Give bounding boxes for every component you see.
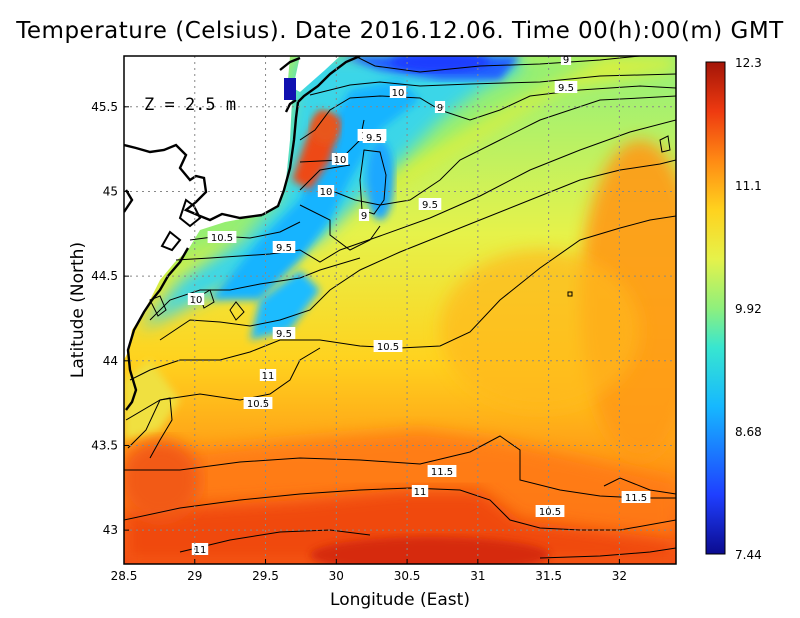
y-axis-ticks: 43 43.5 44 44.5 45 45.5 (91, 100, 129, 537)
x-tick-label: 30 (329, 569, 344, 583)
contour-label: 9.5 (422, 200, 438, 211)
contour-label: 10.5 (247, 399, 269, 410)
coastline (124, 56, 361, 411)
colorbar-ticks: 12.3 11.1 9.92 8.68 7.44 (735, 56, 762, 562)
contour-label: 10 (320, 187, 333, 198)
y-tick-label: 43.5 (91, 438, 118, 452)
colorbar-tick-label: 7.44 (735, 548, 762, 562)
y-tick-label: 45.5 (91, 100, 118, 114)
map-title: Temperature (Celsius). Date 2016.12.06. … (16, 18, 784, 44)
y-axis-label: Latitude (North) (68, 241, 88, 379)
contour-label-bg (411, 485, 429, 497)
river-mouth-marker (284, 78, 296, 100)
x-tick-label: 31.5 (535, 569, 562, 583)
grid-lines (124, 56, 676, 564)
y-tick-label: 44.5 (91, 269, 118, 283)
contour-label: 10.5 (377, 342, 399, 353)
contour-label-bg (331, 153, 349, 165)
colorbar-tick-label: 11.1 (735, 179, 762, 193)
contour-label-bg (207, 231, 237, 243)
colorbar (705, 61, 726, 555)
depth-label: Z = 2.5 m (144, 95, 236, 115)
x-tick-label: 29.5 (252, 569, 279, 583)
contour-label-bg (191, 543, 209, 555)
contour-label: 9 (563, 55, 569, 66)
contour-label-bg (272, 241, 296, 253)
contour-label-bg (272, 327, 296, 339)
contour-label-bg (560, 53, 572, 65)
contour-label: 10 (392, 88, 405, 99)
contour-label: 9.5 (558, 83, 574, 94)
contour-label: 9 (361, 211, 367, 222)
land-mask (124, 56, 340, 360)
contour-label-bg (434, 101, 446, 113)
contour-label: 11 (414, 487, 427, 498)
contour-label-bg (621, 491, 651, 503)
x-tick-label: 30.5 (394, 569, 421, 583)
contour-label-bg (373, 340, 403, 352)
contour-label-bg (358, 209, 370, 221)
x-tick-label: 29 (187, 569, 202, 583)
contour-label: 10.5 (539, 507, 561, 518)
y-tick-label: 45 (103, 184, 118, 198)
plot-frame (123, 55, 677, 565)
contour-label: 11 (262, 371, 275, 382)
contour-label-bg (427, 465, 457, 477)
x-tick-label: 28.5 (111, 569, 138, 583)
y-tick-label: 43 (103, 523, 118, 537)
x-tick-label: 31 (470, 569, 485, 583)
colorbar-tick-label: 8.68 (735, 425, 762, 439)
contour-label: 11 (194, 545, 207, 556)
contour-label-bg (535, 505, 565, 517)
contour-label-bg (362, 131, 386, 143)
colorbar-tick-label: 9.92 (735, 302, 762, 316)
contour-label-bg (389, 86, 407, 98)
inland-features (160, 198, 202, 252)
contour-labels: 9 9.5 10 9 10.5 9.5 9 10 9.5 10.5 9.5 10 9.5 10.5 10 10… (187, 53, 651, 556)
contour-label-bg (418, 198, 442, 210)
contour-label: 9.5 (276, 243, 292, 254)
contour-label: 9.5 (276, 329, 292, 340)
colorbar-tick-label: 12.3 (735, 56, 762, 70)
contour-label: 11.5 (625, 493, 647, 504)
contour-label-bg (187, 293, 205, 305)
x-axis-ticks: 28.5 29 29.5 30 30.5 31 31.5 32 (111, 559, 627, 583)
contour-label-bg (317, 185, 335, 197)
contour-label: 10.5 (211, 233, 233, 244)
y-tick-label: 44 (103, 354, 118, 368)
contour-label-bg (259, 369, 277, 381)
contour-label: 10 (190, 295, 203, 306)
contour-label-bg (554, 81, 578, 93)
contour-label: 10 (334, 155, 347, 166)
temperature-field (124, 56, 676, 564)
contour-label: 9 (437, 103, 443, 114)
contour-label: 9.5 (366, 133, 382, 144)
x-axis-label: Longitude (East) (330, 590, 470, 610)
contour-label: 11.5 (431, 467, 453, 478)
x-tick-label: 32 (612, 569, 627, 583)
